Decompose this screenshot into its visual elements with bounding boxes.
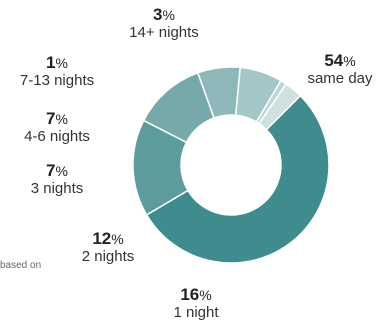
donut-slices <box>132 66 330 264</box>
category-label-14-nights: 14+ nights <box>129 24 199 41</box>
percent-label-14-nights: 3% <box>153 5 175 24</box>
category-label-3-nights: 3 nights <box>31 180 84 197</box>
percent-label-3-nights: 7% <box>46 161 68 180</box>
percent-label-same-day: 54% <box>324 51 355 70</box>
percent-label-7-13-nights: 1% <box>46 53 68 72</box>
footnote: based on <box>0 260 41 271</box>
percent-label-1-night: 16% <box>180 285 211 304</box>
category-label-1-night: 1 night <box>173 304 219 321</box>
category-label-4-6-nights: 4-6 nights <box>24 128 90 145</box>
category-label-7-13-nights: 7-13 nights <box>20 72 94 89</box>
slice-same-day <box>145 94 330 264</box>
category-label-same-day: same day <box>307 70 373 87</box>
percent-label-4-6-nights: 7% <box>46 109 68 128</box>
slice-14-nights <box>258 82 302 131</box>
category-label-2-nights: 2 nights <box>82 248 135 265</box>
percent-label-2-nights: 12% <box>92 229 123 248</box>
